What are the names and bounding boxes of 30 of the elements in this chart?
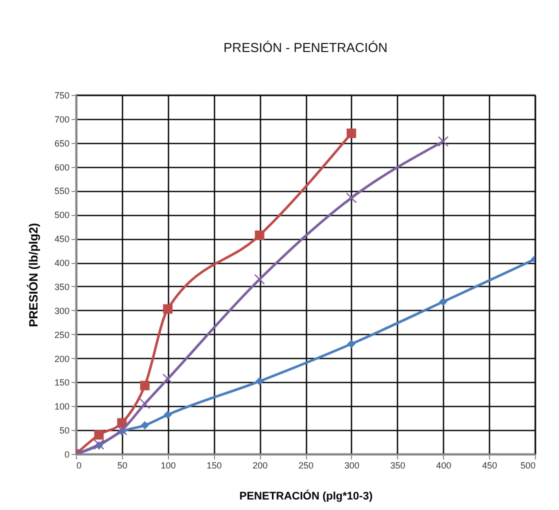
x-tick-label: 100 bbox=[160, 460, 176, 470]
y-tick-label: 100 bbox=[54, 402, 70, 412]
y-tick-label: 700 bbox=[54, 114, 70, 124]
y-tick-label: 450 bbox=[54, 234, 70, 244]
x-tick-label: 500 bbox=[520, 460, 536, 470]
x-axis-title: PENETRACIÓN (plg*10-3) bbox=[239, 490, 373, 502]
x-tick-label: 250 bbox=[298, 460, 314, 470]
x-tick-label: 50 bbox=[117, 460, 128, 470]
y-tick-label: 750 bbox=[54, 90, 70, 100]
x-tick-label: 450 bbox=[482, 460, 498, 470]
y-tick-label: 250 bbox=[54, 330, 70, 340]
x-tick-label: 200 bbox=[252, 460, 268, 470]
y-tick-label: 50 bbox=[59, 426, 70, 436]
y-tick-label: 500 bbox=[54, 210, 70, 220]
y-tick-label: 350 bbox=[54, 282, 70, 292]
x-tick-label: 0 bbox=[76, 460, 82, 470]
y-tick-label: 650 bbox=[54, 138, 70, 148]
x-tick-label: 350 bbox=[390, 460, 406, 470]
x-tick-label: 300 bbox=[344, 460, 360, 470]
y-tick-label: 150 bbox=[54, 378, 70, 388]
y-tick-label: 200 bbox=[54, 354, 70, 364]
y-tick-label: 300 bbox=[54, 306, 70, 316]
y-tick-label: 400 bbox=[54, 258, 70, 268]
y-axis-title: PRESIÓN (lb/plg2) bbox=[26, 222, 40, 328]
x-tick-label: 400 bbox=[436, 460, 452, 470]
y-tick-label: 600 bbox=[54, 162, 70, 172]
y-tick-label: 550 bbox=[54, 186, 70, 196]
y-tick-label: 0 bbox=[64, 450, 70, 460]
x-tick-label: 150 bbox=[206, 460, 222, 470]
chart-title: PRESIÓN - PENETRACIÓN bbox=[224, 40, 388, 55]
